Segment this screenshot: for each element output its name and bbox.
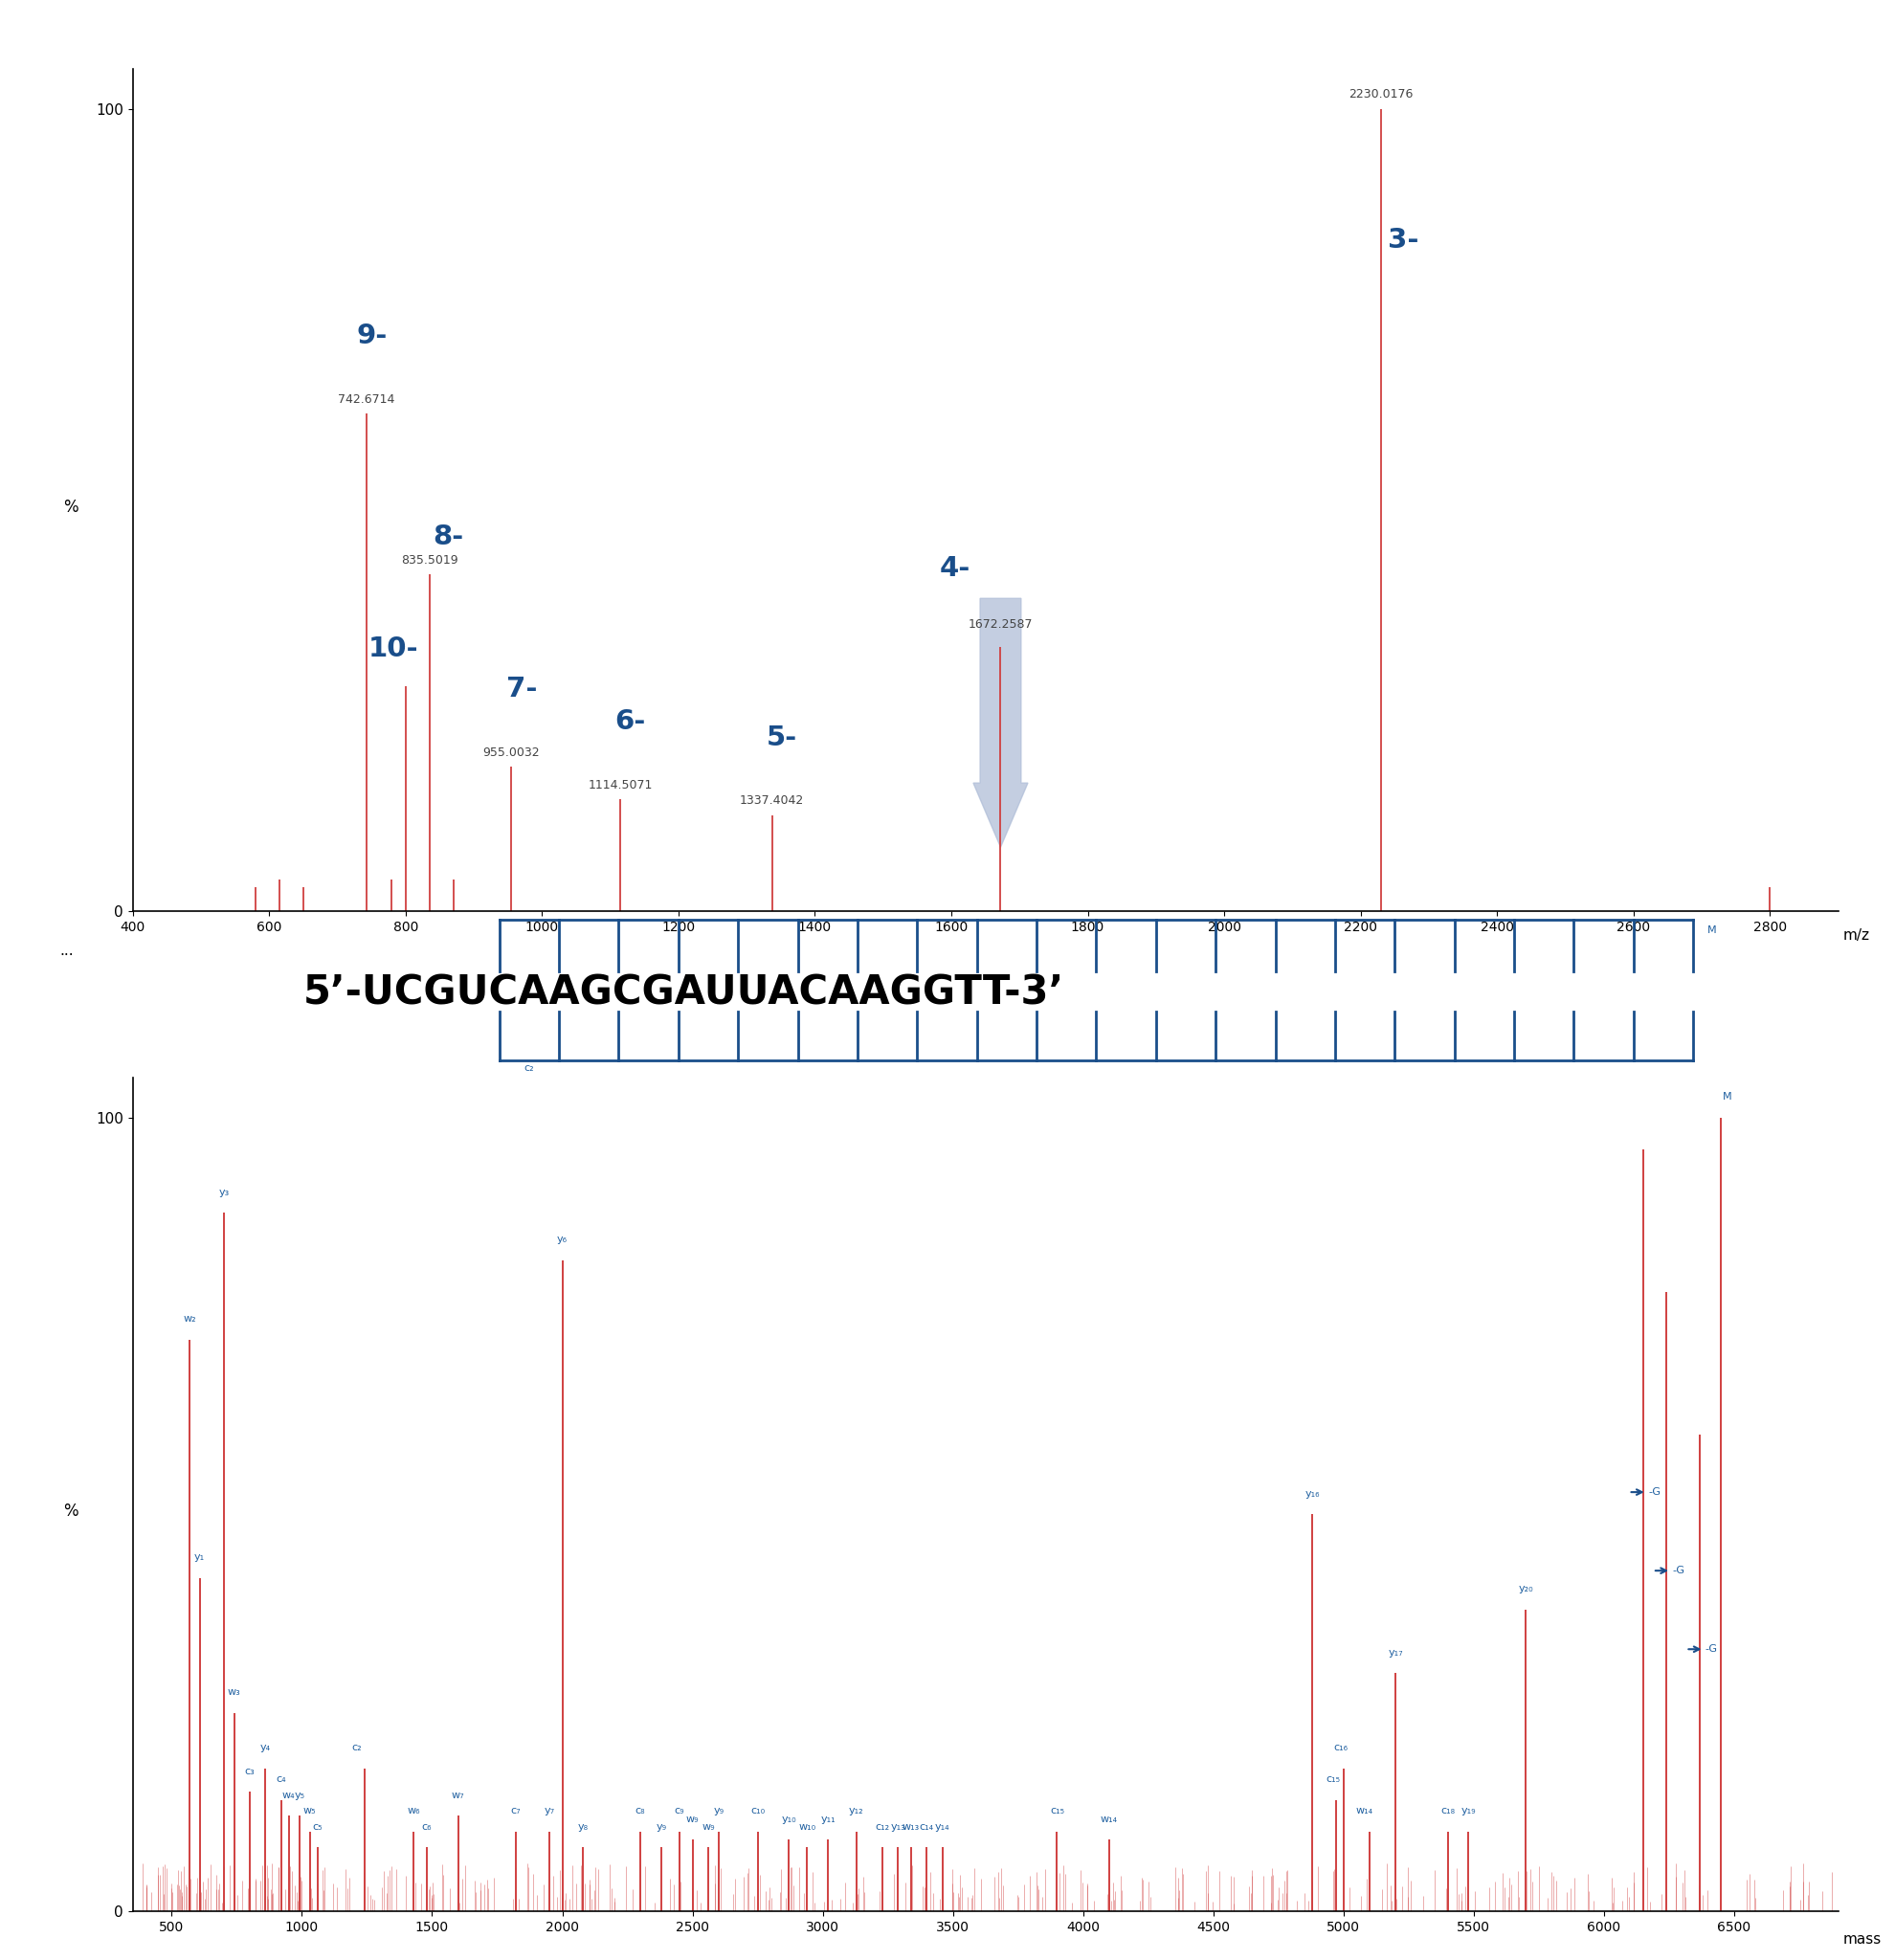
Text: w₃: w₃ <box>227 1688 241 1697</box>
Text: 742.6714: 742.6714 <box>337 394 394 406</box>
Text: y₁₉: y₁₉ <box>1461 1807 1476 1815</box>
Text: y₃: y₃ <box>218 1188 229 1198</box>
Text: y₄: y₄ <box>260 1742 271 1752</box>
Text: c₃: c₃ <box>244 1766 256 1776</box>
Text: y₁₇: y₁₇ <box>1387 1648 1402 1656</box>
Text: -G: -G <box>1671 1566 1685 1576</box>
Text: 1114.5071: 1114.5071 <box>587 778 652 792</box>
Text: c₂: c₂ <box>525 1064 534 1072</box>
Text: -G: -G <box>1706 1644 1717 1654</box>
Text: y₉: y₉ <box>713 1807 724 1815</box>
Text: y₁₂: y₁₂ <box>849 1807 864 1815</box>
Text: w₇: w₇ <box>451 1789 464 1799</box>
Text: w₉: w₉ <box>686 1815 699 1823</box>
Text: 4-: 4- <box>940 555 970 582</box>
Text: y₁₁: y₁₁ <box>821 1815 836 1823</box>
Text: M: M <box>1707 925 1717 935</box>
Text: 955.0032: 955.0032 <box>483 747 540 759</box>
Text: c₁₈: c₁₈ <box>1440 1807 1455 1815</box>
Text: c₄: c₄ <box>277 1774 286 1784</box>
Text: w₁₄: w₁₄ <box>1355 1807 1374 1815</box>
Text: y₇: y₇ <box>544 1807 555 1815</box>
Text: 1337.4042: 1337.4042 <box>739 794 803 808</box>
Text: y₈: y₈ <box>578 1823 587 1833</box>
Text: w₆: w₆ <box>407 1807 421 1815</box>
Text: ...: ... <box>59 943 74 958</box>
Text: c₁₅: c₁₅ <box>1050 1807 1065 1815</box>
Text: w₁₄: w₁₄ <box>1101 1815 1118 1823</box>
Text: c₁₂: c₁₂ <box>875 1823 891 1833</box>
Text: y₁₄: y₁₄ <box>934 1823 949 1833</box>
Text: w₁₃: w₁₃ <box>902 1823 919 1833</box>
Text: 10-: 10- <box>368 635 419 662</box>
Text: y₆: y₆ <box>557 1235 567 1245</box>
Text: y₁₃: y₁₃ <box>891 1823 906 1833</box>
Text: y₅: y₅ <box>294 1789 305 1799</box>
Text: 1672.2587: 1672.2587 <box>968 617 1033 631</box>
Text: 6-: 6- <box>614 708 646 735</box>
Text: 9-: 9- <box>356 323 387 349</box>
Text: 3-: 3- <box>1387 227 1419 253</box>
Text: w₄: w₄ <box>282 1789 296 1799</box>
Text: c₁₄: c₁₄ <box>919 1823 934 1833</box>
Text: %: % <box>63 498 78 515</box>
Text: w₉: w₉ <box>701 1823 714 1833</box>
FancyArrow shape <box>974 598 1027 847</box>
Text: y₁: y₁ <box>193 1552 205 1562</box>
Text: y₁₆: y₁₆ <box>1306 1490 1319 1499</box>
Text: c₁₆: c₁₆ <box>1334 1742 1347 1752</box>
Text: mass: mass <box>1844 1933 1882 1946</box>
Text: 7-: 7- <box>506 676 536 704</box>
Text: 5’-UCGUCAAGCGAUUACAAGGTT-3’: 5’-UCGUCAAGCGAUUACAAGGTT-3’ <box>303 972 1065 1013</box>
Text: -G: -G <box>1649 1488 1660 1497</box>
Text: y₂₀: y₂₀ <box>1518 1584 1533 1593</box>
Text: 5-: 5- <box>767 723 798 751</box>
Text: %: % <box>63 1503 78 1519</box>
Text: 8-: 8- <box>434 523 464 551</box>
Text: c₅: c₅ <box>313 1823 322 1833</box>
Text: c₈: c₈ <box>635 1807 646 1815</box>
Text: c₂: c₂ <box>351 1742 362 1752</box>
Text: 835.5019: 835.5019 <box>402 555 459 566</box>
Text: w₁₀: w₁₀ <box>798 1823 815 1833</box>
Text: w₂: w₂ <box>184 1315 197 1323</box>
Text: c₆: c₆ <box>423 1823 432 1833</box>
Text: M: M <box>1723 1092 1732 1102</box>
Text: y₉: y₉ <box>656 1823 667 1833</box>
Text: y₁₀: y₁₀ <box>781 1815 796 1823</box>
Text: c₇: c₇ <box>510 1807 521 1815</box>
Text: c₉: c₉ <box>675 1807 684 1815</box>
Text: c₁₅: c₁₅ <box>1326 1774 1340 1784</box>
Text: c₁₀: c₁₀ <box>750 1807 766 1815</box>
Text: w₅: w₅ <box>303 1807 316 1815</box>
Text: 2230.0176: 2230.0176 <box>1349 88 1414 100</box>
Text: m/z: m/z <box>1844 929 1870 943</box>
